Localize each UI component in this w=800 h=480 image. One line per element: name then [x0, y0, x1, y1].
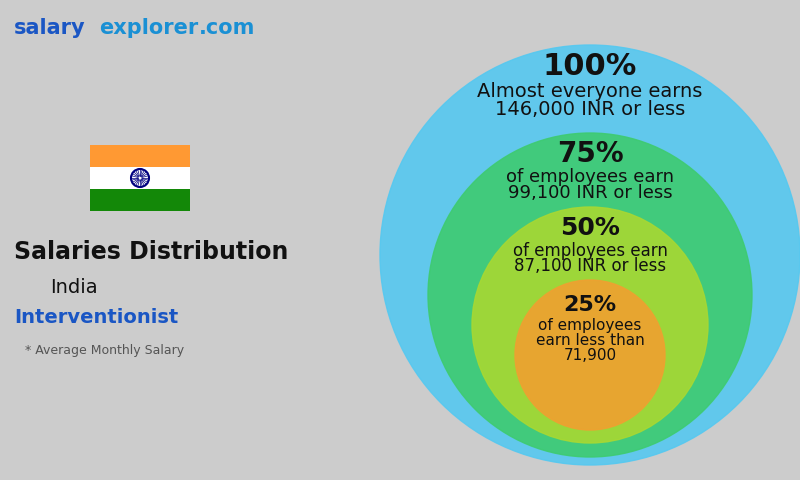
Text: 99,100 INR or less: 99,100 INR or less [508, 184, 672, 202]
Bar [90, 189, 190, 211]
Circle shape [428, 133, 752, 457]
Circle shape [515, 280, 665, 430]
Text: Almost everyone earns: Almost everyone earns [478, 82, 702, 101]
Text: 50%: 50% [560, 216, 620, 240]
Text: 87,100 INR or less: 87,100 INR or less [514, 257, 666, 275]
Text: 25%: 25% [563, 295, 617, 315]
Text: 75%: 75% [557, 140, 623, 168]
Text: explorer: explorer [99, 18, 198, 38]
Text: Interventionist: Interventionist [14, 308, 178, 327]
Text: 71,900: 71,900 [563, 348, 617, 363]
Bar [90, 145, 190, 167]
Text: Salaries Distribution: Salaries Distribution [14, 240, 288, 264]
Text: of employees: of employees [538, 318, 642, 333]
Circle shape [472, 207, 708, 443]
Text: earn less than: earn less than [536, 333, 644, 348]
Text: * Average Monthly Salary: * Average Monthly Salary [25, 344, 184, 357]
Text: 100%: 100% [543, 52, 637, 81]
Text: 146,000 INR or less: 146,000 INR or less [495, 100, 685, 119]
Text: .com: .com [199, 18, 255, 38]
Bar [90, 167, 190, 189]
Text: of employees earn: of employees earn [513, 242, 667, 260]
Text: salary: salary [14, 18, 86, 38]
Text: of employees earn: of employees earn [506, 168, 674, 186]
Text: India: India [50, 278, 98, 297]
Circle shape [380, 45, 800, 465]
